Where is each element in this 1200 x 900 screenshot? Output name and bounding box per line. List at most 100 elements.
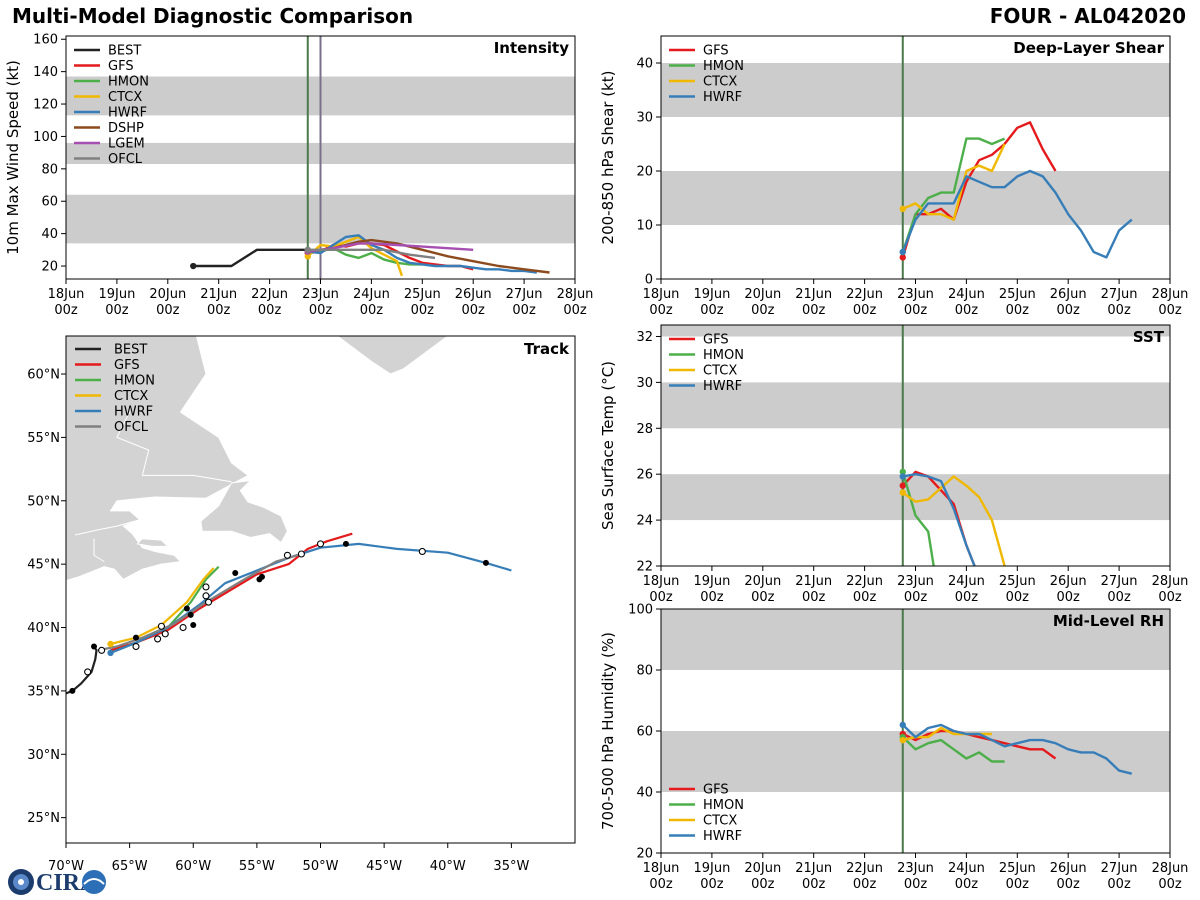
y-tick-label: 32 [636,330,653,345]
y-tick-label: 10 [636,219,653,234]
series-start-dot-hwrf [899,473,906,480]
x-tick-sublabel: 00z [1107,590,1131,605]
land-pei [136,538,170,547]
series-start-dot-ctcx [899,489,906,496]
y-tick-label: 20 [636,165,653,180]
legend-label-hwrf: HWRF [703,829,742,844]
track-marker-filled [190,621,197,628]
x-tick-label: 25Jun [404,287,441,302]
series-line-hwrf [901,723,1133,775]
panel-title: Mid-Level RH [1053,612,1164,630]
x-tick-label: 27Jun [1101,287,1138,302]
y-tick-label: 30 [636,111,653,126]
x-tick-label: 21Jun [795,861,832,876]
x-tick-label: 19Jun [693,574,730,589]
main-title: Multi-Model Diagnostic Comparison [12,4,414,28]
x-tick-sublabel: 00z [156,303,180,318]
lon-tick-label: 55°W [239,859,275,874]
x-tick-sublabel: 00z [904,303,928,318]
lon-tick-label: 60°W [175,859,211,874]
x-tick-sublabel: 00z [853,590,877,605]
legend-label-hmon: HMON [703,348,744,363]
panel-shear: 01020304018Jun00z19Jun00z20Jun00z21Jun00… [599,35,1188,318]
series-start-dot-ctcx [899,736,906,744]
x-tick-sublabel: 00z [462,303,486,318]
series-start-dot-gfs [899,254,906,261]
x-tick-label: 25Jun [999,287,1036,302]
track-marker-open [132,642,140,651]
plot-area [661,609,1170,853]
legend-label-hwrf: HWRF [108,106,147,121]
series-start-dot-hmon [899,468,906,476]
lon-tick-label: 45°W [366,859,402,874]
y-tick-label: 40 [636,786,653,801]
y-tick-label: 60 [636,725,653,740]
x-tick-label: 27Jun [1101,861,1138,876]
y-tick-label: 40 [636,57,653,72]
x-tick-sublabel: 00z [360,303,384,318]
y-tick-label: 80 [41,162,58,177]
track-marker-open [297,550,305,558]
series-line-best [193,248,308,268]
x-tick-sublabel: 00z [1158,303,1182,318]
series-line-hmon [901,736,1005,763]
x-tick-sublabel: 00z [563,303,587,318]
y-tick-label: 24 [636,514,653,529]
x-tick-label: 24Jun [948,287,985,302]
legend-label-ofcl: OFCL [108,152,143,167]
x-tick-label: 27Jun [1101,574,1138,589]
panel-sst: 22242628303218Jun00z19Jun00z20Jun00z21Ju… [599,324,1188,605]
x-tick-sublabel: 00z [802,303,826,318]
track-marker-filled [342,540,349,547]
panel-intensity: 2040608010012014016018Jun00z19Jun00z20Ju… [4,33,593,318]
y-tick-label: 120 [33,98,58,113]
x-tick-label: 18Jun [48,287,85,302]
plot-area [661,36,1170,279]
shaded-band [661,63,1170,117]
x-tick-sublabel: 00z [1158,877,1182,892]
track-marker-open [179,623,187,632]
x-tick-sublabel: 00z [751,877,775,892]
series-line-hmon [901,471,935,566]
lat-tick-label: 30°N [27,748,60,763]
lat-tick-label: 35°N [27,684,60,699]
legend-label-ofcl: OFCL [114,420,149,435]
legend-label-dshp: DSHP [108,121,144,136]
track-marker-filled [183,605,190,612]
lat-tick-label: 40°N [27,621,60,636]
x-tick-sublabel: 00z [512,303,536,318]
legend-label-gfs: GFS [114,358,140,373]
y-axis-label: 700-500 hPa Humidity (%) [599,632,617,830]
x-tick-sublabel: 00z [207,303,231,318]
x-tick-label: 26Jun [1050,287,1087,302]
y-axis-label: 200-850 hPa Shear (kt) [599,71,617,245]
track-marker-filled [232,570,239,577]
x-tick-sublabel: 00z [1107,877,1131,892]
series-start-dot-ctcx [899,205,906,212]
track-marker-filled [256,576,263,583]
legend-label-hmon: HMON [114,374,155,389]
series-line-hwrf [901,169,1133,259]
y-axis-label: 10m Max Wind Speed (kt) [4,60,22,255]
x-tick-label: 24Jun [353,287,390,302]
panel-track: 25°N 30°N 35°N 40°N 45°N 50°N 55°N 60°N 70°W 65°W… [27,335,576,874]
legend-label-hmon: HMON [703,59,744,74]
x-tick-sublabel: 00z [1057,303,1081,318]
cira-logo: CIRA [8,869,106,896]
series-line-lgem [307,242,474,253]
legend-label-hwrf: HWRF [703,379,742,394]
x-tick-sublabel: 00z [54,303,78,318]
x-tick-label: 20Jun [744,861,781,876]
track-line-best [66,645,98,695]
legend-label-lgem: LGEM [108,137,145,152]
panel-title: Track [524,340,570,358]
x-tick-sublabel: 00z [955,590,979,605]
legend-label-gfs: GFS [108,59,134,74]
track-marker-filled [187,611,194,618]
x-tick-sublabel: 00z [904,877,928,892]
legend-label-gfs: GFS [703,333,729,348]
x-tick-sublabel: 00z [700,303,724,318]
y-tick-label: 30 [636,376,653,391]
x-tick-sublabel: 00z [955,303,979,318]
x-tick-label: 18Jun [643,574,680,589]
